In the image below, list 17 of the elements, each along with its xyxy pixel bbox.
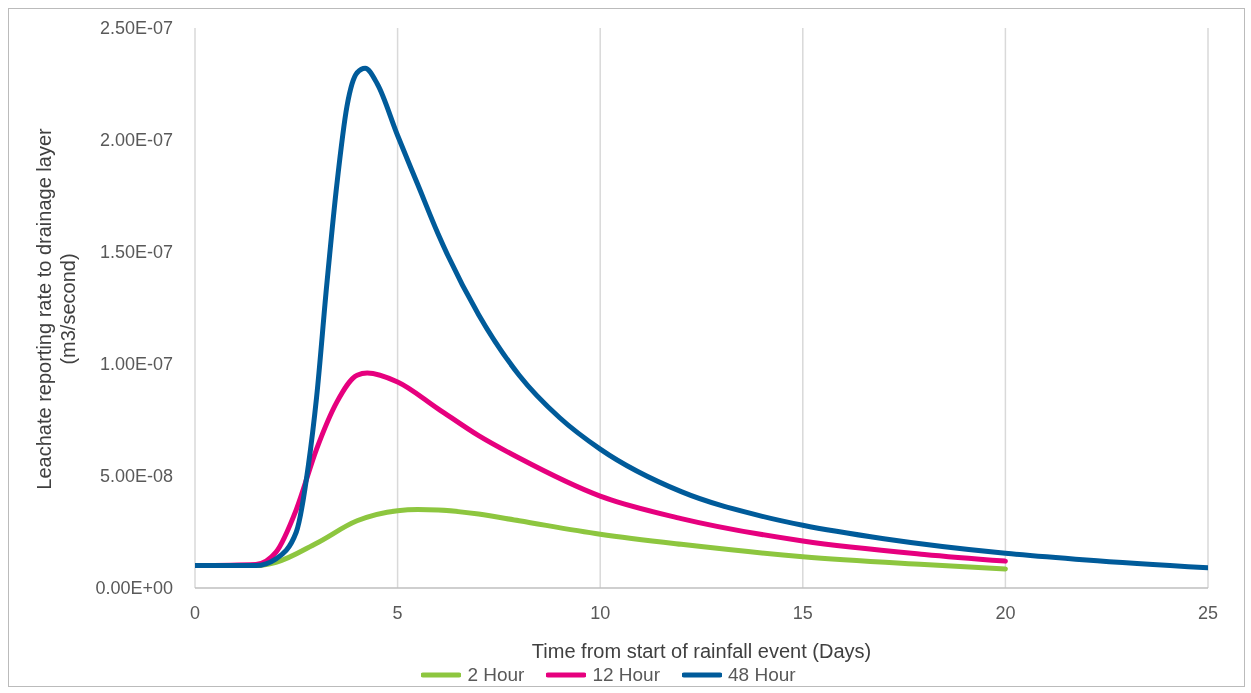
- legend-label: 48 Hour: [728, 664, 796, 686]
- y-tick-label: 0.00E+00: [95, 578, 173, 599]
- legend-label: 12 Hour: [592, 664, 661, 686]
- x-tick-label: 25: [1197, 602, 1219, 623]
- y-tick-label: 1.50E-07: [99, 242, 173, 263]
- y-axis-title: Leachate reporting rate to drainage layer (m3/second): [33, 127, 79, 490]
- x-tick-label: 15: [792, 602, 813, 623]
- y-tick-label: 2.00E-07: [99, 130, 173, 151]
- x-tick-label: 5: [392, 602, 403, 623]
- y-tick-label: 1.00E-07: [99, 354, 173, 375]
- legend-label: 2 Hour: [467, 664, 525, 686]
- x-axis-title: Time from start of rainfall event (Days): [531, 640, 872, 662]
- x-tick-label: 10: [590, 602, 611, 623]
- y-tick-label: 2.50E-07: [99, 18, 173, 39]
- y-tick-label: 5.00E-08: [99, 466, 173, 487]
- x-tick-label: 20: [995, 602, 1016, 623]
- x-tick-label: 0: [189, 602, 201, 623]
